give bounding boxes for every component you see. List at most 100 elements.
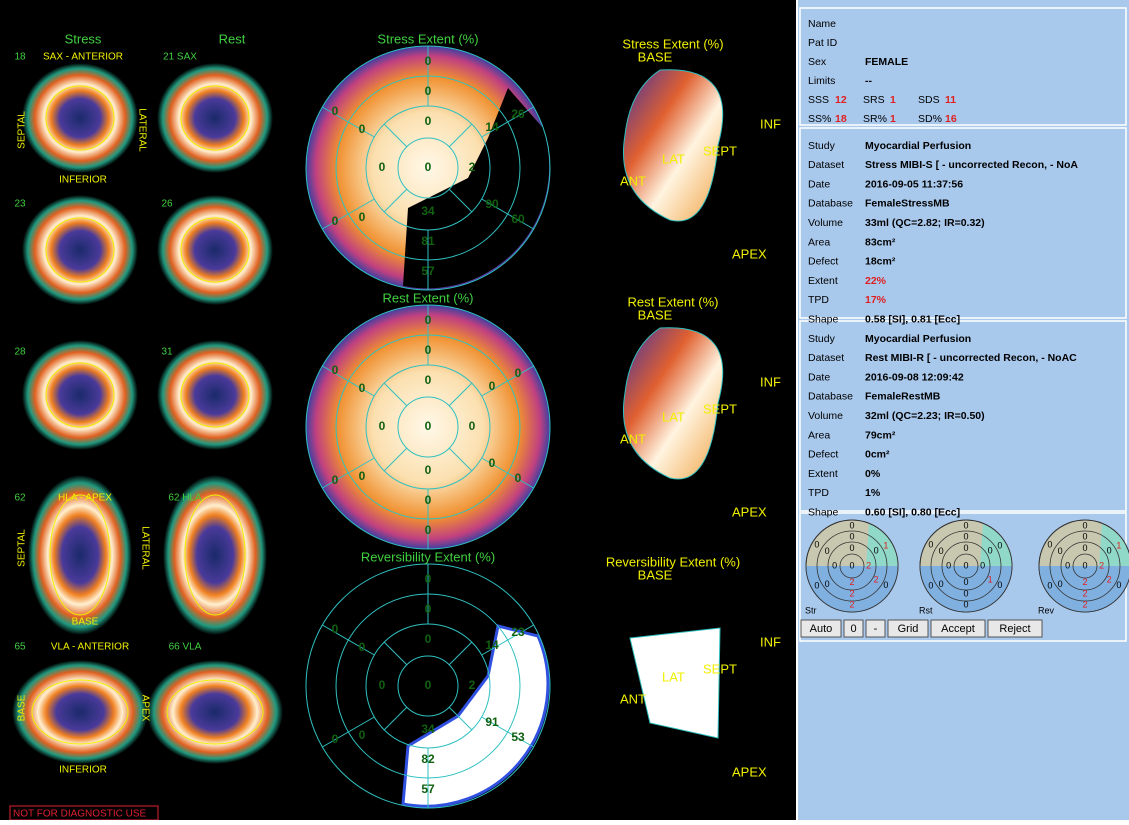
slice-label: SEPTAL xyxy=(17,111,28,149)
segment-value: 0 xyxy=(425,572,432,586)
segment-value: 57 xyxy=(421,264,435,278)
orientation-label: LAT xyxy=(662,669,685,684)
segment-value: 0 xyxy=(469,419,476,433)
segment-value: 0 xyxy=(332,104,339,118)
button[interactable] xyxy=(987,619,1043,638)
mini-ring xyxy=(1072,553,1098,579)
warning: NOT FOR DIAGNOSTIC USE xyxy=(13,809,146,820)
field-value: 0cm² xyxy=(865,449,890,461)
segment-value: 0 xyxy=(359,728,366,742)
segment-value: 0 xyxy=(425,463,432,477)
segment-value: 0 xyxy=(359,640,366,654)
field-label: TPD xyxy=(808,294,829,306)
orientation-label: BASE xyxy=(638,567,673,582)
segment-value: 0 xyxy=(379,678,386,692)
orientation-label: APEX xyxy=(732,764,767,779)
segment-outline xyxy=(45,362,115,428)
mini-value: 0 xyxy=(963,600,968,610)
heart-3d xyxy=(623,69,724,222)
orientation-label: ANT xyxy=(620,173,646,188)
slice-image xyxy=(28,475,132,635)
mini-value: 2 xyxy=(1082,600,1087,610)
segment-value: 0 xyxy=(425,632,432,646)
slice-label: 66 VLA xyxy=(169,642,202,653)
mini-map-lower xyxy=(920,566,1012,612)
field-label: Database xyxy=(808,391,853,403)
segment-value: 0 xyxy=(425,493,432,507)
segment-value: 0 xyxy=(515,366,522,380)
slice-label: 26 xyxy=(161,199,173,210)
field-label: Defect xyxy=(808,449,838,461)
polar-title: Rest Extent (%) xyxy=(382,290,473,305)
slice-label: SEPTAL xyxy=(17,529,28,567)
field-label: Sex xyxy=(808,56,827,68)
segment-value: 90 xyxy=(485,197,499,211)
mini-value: 2 xyxy=(849,588,854,598)
view-title: Stress Extent (%) xyxy=(622,36,723,51)
mini-value: 0 xyxy=(963,543,968,553)
mini-value: 1 xyxy=(988,574,993,584)
score-value: 12 xyxy=(835,94,847,106)
button[interactable] xyxy=(930,619,986,638)
segment-value: 0 xyxy=(359,210,366,224)
button-label: Reject xyxy=(999,623,1030,635)
segment-value: 0 xyxy=(425,419,432,433)
mini-value: 2 xyxy=(1082,588,1087,598)
segment-line xyxy=(383,188,408,213)
segment-value: 34 xyxy=(421,204,435,218)
orientation-label: APEX xyxy=(732,246,767,261)
segment-value: 34 xyxy=(421,722,435,736)
field-label: Volume xyxy=(808,410,843,422)
segment-line xyxy=(448,123,473,148)
field-label: Name xyxy=(808,18,836,30)
orientation-label: SEPT xyxy=(703,401,737,416)
segment-line xyxy=(322,624,375,656)
mini-value: 0 xyxy=(814,581,819,591)
segment-outline xyxy=(45,85,115,151)
mini-value: 0 xyxy=(997,540,1002,550)
segment-line xyxy=(481,624,534,656)
segment-outline xyxy=(31,679,129,745)
segment-line xyxy=(383,641,408,666)
mini-value: 0 xyxy=(1047,539,1052,549)
mini-value: 0 xyxy=(849,532,854,542)
score-value: 1 xyxy=(890,113,896,125)
mini-value: 0 xyxy=(928,539,933,549)
segment-value: 23 xyxy=(511,625,525,639)
score-label: SSS xyxy=(808,94,829,106)
slice-image xyxy=(147,660,283,764)
heart-3d xyxy=(623,327,724,480)
info-panel xyxy=(797,0,1129,820)
slice-label: 31 xyxy=(161,347,173,358)
score-label: SS% xyxy=(808,113,831,125)
button[interactable] xyxy=(800,619,842,638)
button-label: Auto xyxy=(810,623,833,635)
field-value: 83cm² xyxy=(865,236,896,248)
score-label: SRS xyxy=(863,94,885,106)
field-value: 2016-09-05 11:37:56 xyxy=(865,178,963,190)
button[interactable] xyxy=(887,619,929,638)
mini-map-lower xyxy=(806,566,898,612)
segment-value: 0 xyxy=(359,122,366,136)
button-label: Accept xyxy=(941,623,975,635)
mini-ring xyxy=(941,541,991,591)
slice-label: INFERIOR xyxy=(59,765,107,776)
mini-ring xyxy=(1060,541,1110,591)
segment-value: 0 xyxy=(332,363,339,377)
mini-value: 0 xyxy=(963,520,968,530)
slice-label: VLA - ANTERIOR xyxy=(51,642,129,653)
segment-value: 0 xyxy=(425,84,432,98)
slice-image xyxy=(12,660,148,764)
mini-value: 0 xyxy=(849,520,854,530)
segment-line xyxy=(383,447,408,472)
mini-value: 0 xyxy=(980,560,985,570)
field-label: Area xyxy=(808,236,830,248)
mini-value: 0 xyxy=(832,560,837,570)
mini-value: 0 xyxy=(946,560,951,570)
field-value: 18cm² xyxy=(865,256,896,268)
polar-title: Reversibility Extent (%) xyxy=(361,549,495,564)
button[interactable] xyxy=(865,619,886,638)
field-label: Shape xyxy=(808,506,839,518)
mini-name: Rst xyxy=(919,605,933,615)
button[interactable] xyxy=(843,619,864,638)
